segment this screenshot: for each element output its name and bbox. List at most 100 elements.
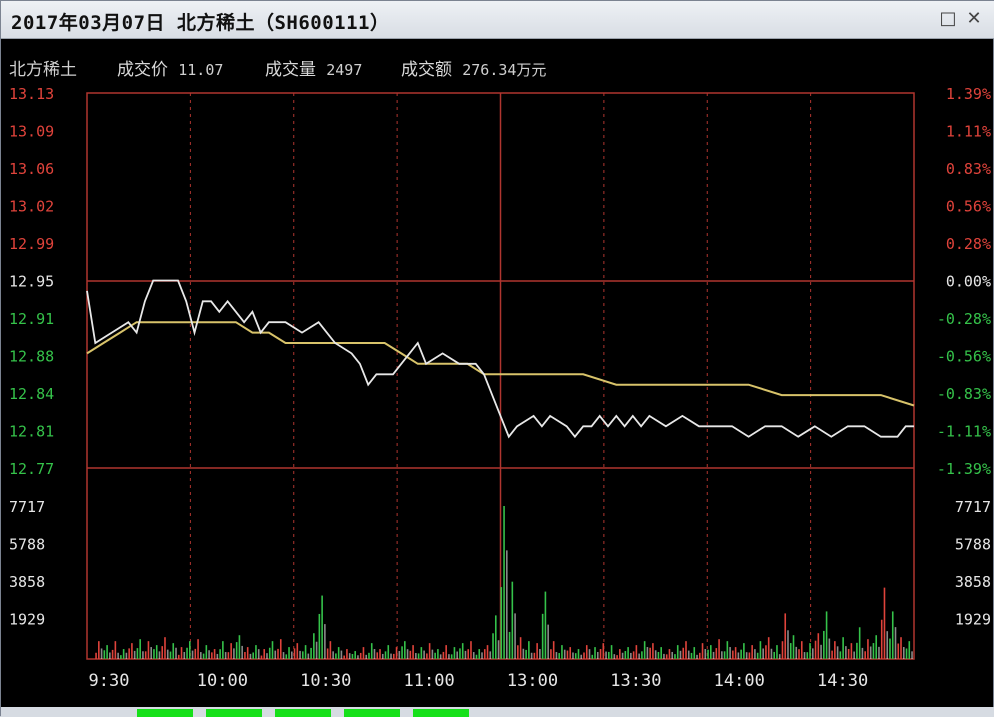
- volume-bar: [417, 653, 420, 659]
- volume-tick-label: 3858: [9, 573, 45, 591]
- volume-bar: [299, 650, 301, 659]
- volume-bar: [698, 652, 701, 659]
- volume-bar: [635, 645, 638, 659]
- time-tick-label: 14:00: [714, 671, 765, 691]
- volume-bar: [718, 639, 720, 659]
- volume-bar: [186, 647, 188, 659]
- volume-bar: [340, 650, 343, 659]
- volume-bar: [740, 649, 742, 659]
- volume-bar: [572, 652, 574, 659]
- volume-bar: [798, 649, 800, 659]
- volume-bar: [434, 652, 436, 659]
- volume-bar: [875, 635, 878, 659]
- volume-bar: [472, 652, 475, 659]
- volume-bar: [754, 649, 756, 659]
- volume-bar: [279, 639, 282, 659]
- volume-bar: [481, 652, 483, 659]
- price-label: 成交价: [117, 60, 168, 80]
- price-tick-label: 13.02: [9, 198, 54, 216]
- volume-bar: [690, 652, 693, 659]
- volume-bar: [853, 651, 855, 659]
- volume-bar: [561, 645, 563, 659]
- volume-bar: [687, 650, 690, 659]
- volume-bar: [197, 639, 199, 659]
- volume-bar: [191, 650, 194, 659]
- volume-bar: [326, 648, 329, 659]
- volume-bar: [803, 652, 806, 659]
- volume-bar: [230, 643, 232, 659]
- pct-tick-label: 1.11%: [946, 123, 991, 141]
- volume-bar: [456, 651, 458, 659]
- volume-bar: [765, 645, 767, 659]
- volume-bar: [839, 651, 842, 659]
- volume-bar: [489, 651, 492, 659]
- volume-bar: [704, 649, 707, 659]
- volume-bar: [381, 653, 384, 659]
- volume-bar: [117, 652, 119, 659]
- volume-bar: [211, 652, 213, 659]
- volume-bar: [188, 641, 191, 659]
- volume-bar: [878, 646, 880, 659]
- volume-bar: [249, 653, 252, 659]
- volume-bar: [649, 647, 651, 659]
- volume-bar: [392, 653, 395, 659]
- volume-bar: [610, 645, 613, 659]
- bottom-status-strip: [1, 707, 994, 717]
- volume-bar: [522, 648, 525, 659]
- stock-name: 北方稀土: [9, 60, 77, 80]
- volume-bar: [536, 643, 538, 659]
- volume-bar: [641, 651, 643, 659]
- volume-bar: [773, 651, 776, 659]
- volume-bar: [525, 649, 527, 659]
- volume-bar: [348, 653, 351, 659]
- volume-bar: [842, 637, 844, 659]
- restore-icon[interactable]: □: [939, 8, 957, 29]
- price-tick-label: 13.09: [9, 123, 54, 141]
- volume-bar: [183, 651, 186, 659]
- price-tick-label: 12.84: [9, 385, 54, 403]
- volume-bar: [302, 651, 304, 659]
- volume-bar: [285, 654, 288, 659]
- close-icon[interactable]: ✕: [966, 8, 982, 29]
- volume-bar: [288, 647, 290, 659]
- volume-bar: [373, 649, 376, 659]
- status-segment: [344, 709, 400, 717]
- volume-bar: [905, 648, 908, 659]
- volume-bar: [475, 654, 478, 659]
- volume-bar: [351, 654, 354, 659]
- volume-bar: [120, 655, 122, 659]
- volume-bar: [828, 638, 831, 659]
- volume-bar: [665, 654, 668, 659]
- volume-bar: [712, 651, 715, 659]
- volume-bar: [219, 649, 221, 659]
- pct-tick-label: -1.11%: [937, 423, 991, 441]
- volume-bar: [255, 645, 257, 659]
- volume-bar: [583, 652, 585, 659]
- quote-info-bar: 北方稀土 成交价 11.07 成交量 2497 成交额 276.34万元: [1, 51, 994, 81]
- volume-bar: [310, 647, 312, 659]
- volume-bar: [856, 642, 858, 659]
- volume-bar: [696, 654, 698, 659]
- axis-labels: 13.13 13.09 13.06 13.02 12.99 12.95 12.91 12.88…: [9, 85, 991, 691]
- volume-bar: [605, 651, 607, 659]
- volume-bar: [222, 641, 224, 659]
- volume-bar: [202, 653, 205, 659]
- volume-bar: [588, 649, 591, 659]
- volume-bar: [762, 648, 764, 659]
- volume-bar: [541, 613, 544, 659]
- pct-tick-label: 0.28%: [946, 235, 991, 253]
- volume-bar: [663, 653, 665, 659]
- volume-bar: [528, 641, 530, 659]
- volume-bar: [153, 649, 155, 659]
- volume-bar: [566, 650, 569, 659]
- volume-bar: [591, 654, 594, 659]
- volume-bar: [800, 641, 803, 659]
- volume-bar: [238, 635, 241, 659]
- volume-bar: [166, 649, 169, 659]
- volume-bar: [850, 643, 853, 659]
- volume-bar: [431, 649, 434, 659]
- volume-bar: [409, 650, 412, 659]
- volume-bar: [789, 643, 792, 659]
- volume-bar: [445, 645, 447, 659]
